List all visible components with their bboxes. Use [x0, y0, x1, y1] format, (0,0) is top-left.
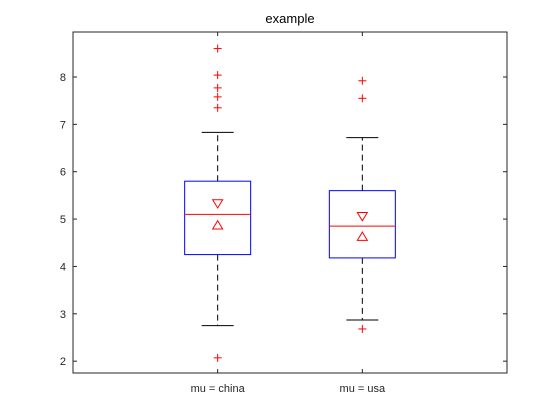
y-tick-label: 7 [60, 119, 66, 131]
box-group [184, 44, 252, 362]
iqr-box [184, 180, 252, 256]
y-tick-label: 3 [60, 309, 66, 321]
outlier-point [213, 71, 222, 80]
y-tick-label: 5 [60, 214, 66, 226]
outlier-point [358, 94, 367, 103]
outlier-point [213, 92, 222, 101]
outlier-point [358, 76, 367, 85]
outlier-point [213, 83, 222, 92]
y-tick-label: 6 [60, 167, 66, 179]
iqr-box [328, 190, 396, 259]
notch-high-marker [211, 199, 224, 209]
outlier-point [213, 353, 222, 362]
outlier-point [358, 324, 367, 333]
axes-box [72, 31, 508, 374]
outlier-point [213, 44, 222, 53]
plot-background [73, 32, 507, 373]
notch-low-marker [356, 231, 369, 241]
y-tick-label: 8 [60, 72, 66, 84]
outlier-point [213, 103, 222, 112]
y-tick-label: 2 [60, 356, 66, 368]
y-tick-label: 4 [60, 261, 66, 273]
chart-title: example [265, 11, 314, 26]
box-group [328, 76, 396, 333]
x-tick-label: mu = china [191, 383, 246, 395]
notch-low-marker [211, 219, 224, 230]
notch-high-marker [356, 211, 369, 222]
x-tick-label: mu = usa [340, 383, 386, 395]
